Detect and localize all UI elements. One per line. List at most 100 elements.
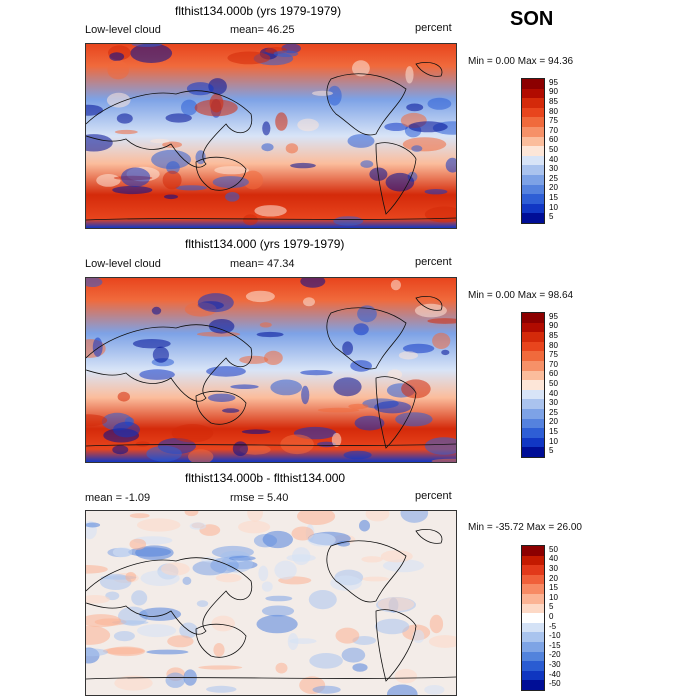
field-patch xyxy=(151,306,162,315)
field-patch xyxy=(270,379,302,396)
field-patch xyxy=(86,414,108,427)
colorbar-label: 85 xyxy=(549,331,558,340)
field-patch xyxy=(152,346,169,363)
field-patch xyxy=(333,216,364,226)
colorbar-label: 10 xyxy=(549,202,558,212)
field-patch xyxy=(165,113,192,123)
field-patch xyxy=(259,322,272,328)
field-patch xyxy=(264,350,283,365)
field-patch xyxy=(308,590,337,610)
field-patch xyxy=(135,441,150,447)
panel-3-rmse: rmse = 5.40 xyxy=(230,492,289,504)
field-patch xyxy=(405,66,414,84)
field-patch xyxy=(165,672,186,688)
field-patch xyxy=(275,112,288,131)
panel-3-diff-field xyxy=(86,511,456,695)
panel-1-map xyxy=(85,43,457,229)
panel-2-colorbar-labels: 95 90 85 80 75 70 60 50 40 30 25 20 15 10 5 xyxy=(549,312,589,458)
colorbar-swatch xyxy=(522,428,544,438)
field-patch xyxy=(86,595,110,604)
colorbar-swatch xyxy=(522,98,544,108)
field-patch xyxy=(139,369,175,380)
field-patch xyxy=(414,303,447,318)
field-patch xyxy=(331,432,342,447)
panel-1-map-svg xyxy=(86,44,456,228)
field-patch xyxy=(427,318,456,324)
field-patch xyxy=(265,595,293,602)
colorbar-label: 30 xyxy=(549,164,558,174)
field-patch xyxy=(130,44,173,63)
colorbar-label: 90 xyxy=(549,87,558,97)
panel-1-colorbar-swatches xyxy=(521,78,545,224)
colorbar-swatch xyxy=(522,437,544,448)
colorbar-swatch xyxy=(522,641,544,652)
field-patch xyxy=(222,408,240,413)
field-patch xyxy=(256,614,298,634)
field-patch xyxy=(151,149,192,170)
colorbar-swatch xyxy=(522,418,544,429)
colorbar-swatch xyxy=(522,622,544,633)
field-patch xyxy=(86,648,108,657)
field-patch xyxy=(365,511,390,522)
field-patch xyxy=(131,590,148,606)
field-patch xyxy=(424,189,448,195)
field-patch xyxy=(86,614,122,628)
field-patch xyxy=(215,573,242,583)
field-patch xyxy=(385,172,415,192)
panel-1-field-label: Low-level cloud xyxy=(85,24,161,36)
colorbar-swatch xyxy=(522,593,544,604)
panel-3-map xyxy=(85,510,457,696)
field-patch xyxy=(312,685,341,694)
field-patch xyxy=(117,391,130,402)
colorbar-label: 30 xyxy=(549,564,558,573)
panel-2-title: flthist134.000 (yrs 1979-1979) xyxy=(185,237,345,251)
panel-1-units: percent xyxy=(415,22,452,34)
field-patch xyxy=(408,121,448,133)
field-patch xyxy=(337,540,350,547)
panel-1-colorbar: 95 90 85 80 75 70 60 50 40 30 25 20 15 10 5 xyxy=(521,78,611,228)
field-patch xyxy=(273,50,299,57)
field-patch xyxy=(112,445,129,455)
colorbar-swatch xyxy=(522,136,544,147)
colorbar-swatch xyxy=(522,399,544,409)
colorbar-label: 80 xyxy=(549,106,558,116)
field-patch xyxy=(139,607,182,621)
colorbar-swatch xyxy=(522,680,544,690)
field-patch xyxy=(300,370,333,376)
field-patch xyxy=(400,511,429,523)
field-patch xyxy=(207,393,236,402)
panel-2-colorbar-swatches xyxy=(521,312,545,458)
colorbar-label: 0 xyxy=(549,612,554,621)
panel-2-minmax: Min = 0.00 Max = 98.64 xyxy=(468,290,574,301)
colorbar-swatch xyxy=(522,203,544,214)
field-patch xyxy=(106,92,131,108)
field-patch xyxy=(390,279,401,291)
field-patch xyxy=(161,562,190,576)
field-patch xyxy=(254,205,287,217)
field-patch xyxy=(114,675,153,691)
colorbar-swatch xyxy=(522,574,544,585)
field-patch xyxy=(86,625,111,645)
colorbar-swatch xyxy=(522,651,544,662)
panel-2-cloud-field xyxy=(86,278,456,462)
colorbar-label: 25 xyxy=(549,407,558,417)
colorbar-label: -10 xyxy=(549,631,561,641)
colorbar-swatch xyxy=(522,447,544,457)
field-patch xyxy=(312,90,333,96)
colorbar-swatch xyxy=(522,341,544,352)
field-patch xyxy=(398,351,418,360)
field-patch xyxy=(361,556,383,563)
colorbar-label: -40 xyxy=(549,669,561,679)
panel-3-title: flthist134.000b - flthist134.000 xyxy=(185,471,346,485)
colorbar-swatch xyxy=(522,555,544,566)
panel-2-mean: mean= 47.34 xyxy=(230,258,295,270)
colorbar-label: -20 xyxy=(549,650,561,660)
field-patch xyxy=(211,615,235,632)
colorbar-label: 40 xyxy=(549,554,558,564)
field-patch xyxy=(213,643,225,657)
colorbar-label: 5 xyxy=(549,602,554,612)
colorbar-label: 15 xyxy=(549,427,558,436)
field-patch xyxy=(412,629,425,643)
panel-2-map xyxy=(85,277,457,463)
field-patch xyxy=(352,60,370,77)
